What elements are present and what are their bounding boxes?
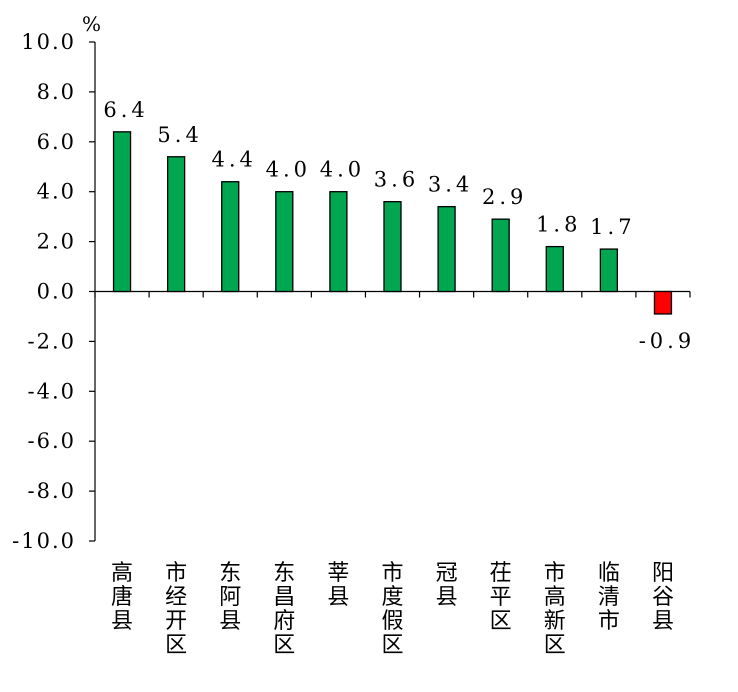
- category-label: 高唐县: [111, 561, 133, 634]
- bar: [275, 191, 294, 293]
- unit-label: %: [82, 12, 101, 36]
- category-label: 冠县: [436, 561, 458, 610]
- bar: [329, 191, 348, 293]
- bar: [545, 245, 564, 293]
- y-tick-label: 0.0: [37, 280, 76, 304]
- bar: [166, 156, 186, 293]
- axes: 10.0 8.0 6.0 4.0 2.0 0.0 -2.0 -4.0 -6.0 -8.0 -10.0: [12, 30, 691, 553]
- category-label: 莘县: [327, 561, 349, 610]
- bar: [599, 248, 619, 293]
- y-tick-label: -2.0: [28, 329, 77, 353]
- data-label: 4.4: [212, 148, 257, 172]
- y-tick-label: 10.0: [21, 30, 76, 54]
- data-label: 1.8: [536, 213, 581, 237]
- category-labels: 高唐县 市经开区 东阿县 东昌府区 莘县 市度假区 冠县 茌平区 市高新区 临清市 阳谷县: [111, 561, 674, 658]
- data-label: -0.9: [639, 329, 696, 353]
- y-tick-label: -10.0: [12, 529, 76, 553]
- y-tick-label: -8.0: [28, 479, 77, 503]
- bar: [221, 181, 240, 293]
- category-label: 东昌府区: [273, 561, 295, 658]
- data-label: 5.4: [157, 123, 202, 147]
- y-tick-label: 2.0: [37, 230, 76, 254]
- category-label: 临清市: [598, 561, 620, 634]
- y-tick-label: -4.0: [28, 379, 77, 403]
- y-tick-label: 4.0: [37, 180, 76, 204]
- bar: [112, 131, 132, 293]
- category-label: 市高新区: [544, 561, 566, 658]
- bars: [112, 131, 673, 315]
- data-label: 1.7: [590, 215, 635, 239]
- bar: [383, 201, 402, 293]
- data-label: 2.9: [482, 185, 527, 209]
- data-labels: 6.4 5.4 4.4 4.0 4.0 3.6 3.4 2.9 1.8 1.7 -0.9: [103, 98, 696, 353]
- data-label: 4.0: [266, 158, 311, 182]
- y-tick-label: 8.0: [37, 80, 76, 104]
- y-tick-label: 6.0: [37, 130, 76, 154]
- category-label: 东阿县: [219, 561, 241, 634]
- data-label: 3.6: [374, 168, 419, 192]
- category-label: 茌平区: [490, 561, 512, 634]
- category-label: 阳谷县: [652, 561, 674, 634]
- data-label: 3.4: [428, 173, 473, 197]
- data-label: 6.4: [103, 98, 148, 122]
- data-label: 4.0: [320, 158, 365, 182]
- category-label: 市经开区: [165, 561, 187, 658]
- bar: [491, 218, 510, 293]
- category-label: 市度假区: [381, 561, 403, 658]
- bar: [653, 290, 673, 315]
- bar: [437, 206, 456, 293]
- y-tick-label: -6.0: [28, 429, 77, 453]
